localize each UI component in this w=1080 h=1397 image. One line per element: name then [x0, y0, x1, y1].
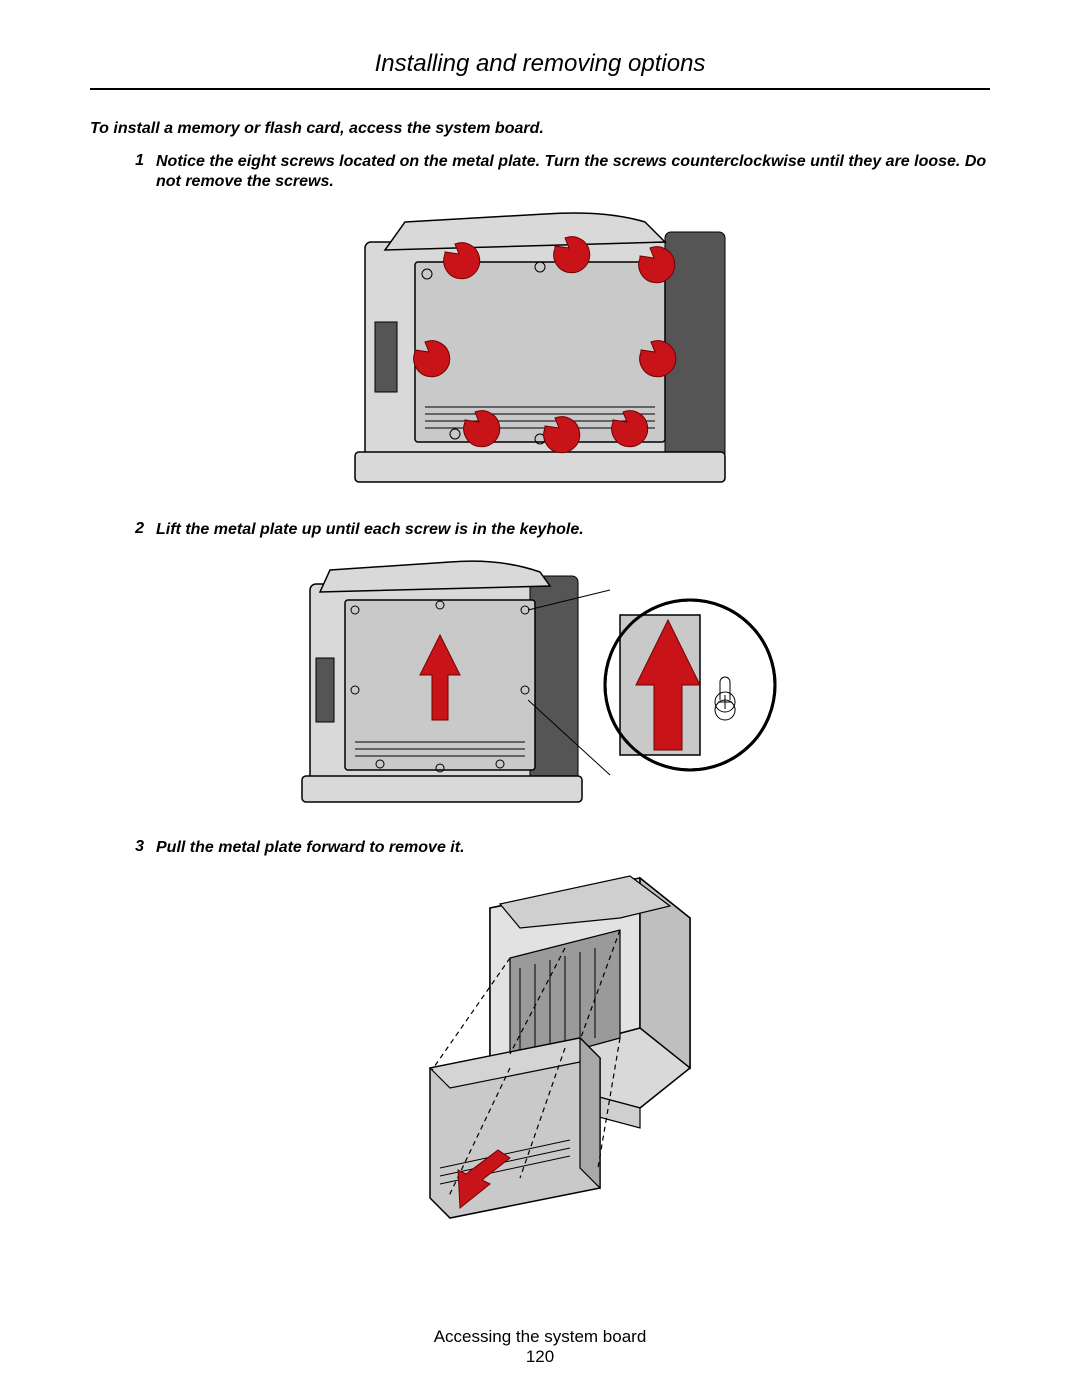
- step-3-text: Pull the metal plate forward to remove i…: [156, 838, 465, 858]
- step-3: 3 Pull the metal plate forward to remove…: [120, 838, 1000, 858]
- document-page: Installing and removing options To insta…: [0, 0, 1080, 1397]
- step-1: 1 Notice the eight screws located on the…: [120, 152, 1000, 192]
- footer-title: Accessing the system board: [0, 1327, 1080, 1347]
- step-2-number: 2: [120, 520, 144, 538]
- step-1-number: 1: [120, 152, 144, 170]
- page-header-title: Installing and removing options: [80, 50, 1000, 78]
- intro-text: To install a memory or flash card, acces…: [90, 120, 1000, 138]
- step-2-text: Lift the metal plate up until each screw…: [156, 520, 584, 540]
- step-3-number: 3: [120, 838, 144, 856]
- figure-2: [300, 550, 780, 820]
- footer-page-number: 120: [0, 1347, 1080, 1367]
- figure-3: [370, 868, 710, 1238]
- header-rule: [90, 88, 990, 90]
- step-1-text: Notice the eight screws located on the m…: [156, 152, 1000, 192]
- page-footer: Accessing the system board 120: [0, 1327, 1080, 1367]
- step-2: 2 Lift the metal plate up until each scr…: [120, 520, 1000, 540]
- figure-1: [345, 202, 735, 502]
